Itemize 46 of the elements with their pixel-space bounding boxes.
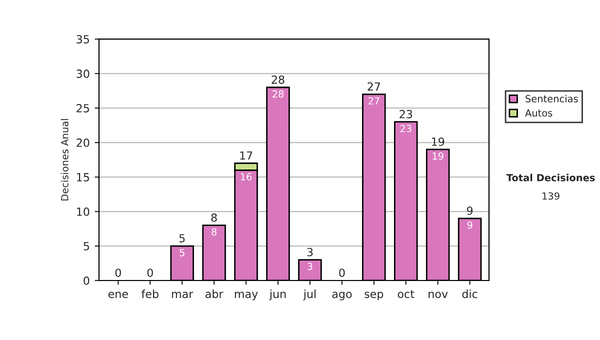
legend-label: Autos [525,109,552,117]
total-label: 8 [211,213,217,222]
x-tick-label: sep [364,292,384,300]
total-label: 0 [115,268,121,277]
data-label: 8 [212,228,217,236]
total-label: 0 [147,268,153,277]
y-tick-label: 30 [76,70,90,78]
data-label: 5 [180,249,184,256]
data-label: 16 [240,173,252,180]
total-label: 3 [307,248,313,256]
y-tick-label: 20 [76,138,90,147]
x-tick-label: mar [172,292,194,298]
legend-label: Sentencias [526,94,578,102]
total-label: 23 [400,110,412,118]
x-tick-label: abr [206,290,224,298]
text: 139 [542,192,560,200]
y-tick-label: 10 [77,208,90,216]
x-tick-label: nov [428,292,448,298]
total-label: 28 [272,75,284,84]
y-tick-label: 5 [84,242,89,250]
total-label: 17 [240,151,252,160]
x-tick-label: ene [108,292,128,298]
x-tick-label: oct [398,290,414,298]
data-label: 3 [308,262,312,270]
x-tick-label: feb [142,290,158,298]
data-label: 27 [368,97,380,104]
data-label: 19 [432,152,444,160]
x-tick-label: ago [332,292,352,300]
total-label: 5 [179,234,185,242]
x-tick-label: dic [462,290,478,298]
data-label: 28 [272,90,284,98]
total-label: 19 [432,138,444,146]
y-tick-label: 35 [76,35,89,44]
total-label: 0 [339,268,345,277]
text: Total Decisiones [506,174,595,182]
x-tick-label: jul [303,290,316,300]
x-tick-label: may [234,292,258,300]
total-label: 27 [368,82,380,91]
x-tick-label: jun [269,290,286,300]
y-tick-label: 15 [77,173,89,182]
y-tick-label: 0 [84,276,90,285]
y-tick-label: 25 [76,104,89,112]
data-label: 23 [400,124,412,132]
total-label: 9 [466,206,473,215]
y-axis-title: Decisiones Anual [60,119,68,200]
data-label: 9 [467,221,472,229]
